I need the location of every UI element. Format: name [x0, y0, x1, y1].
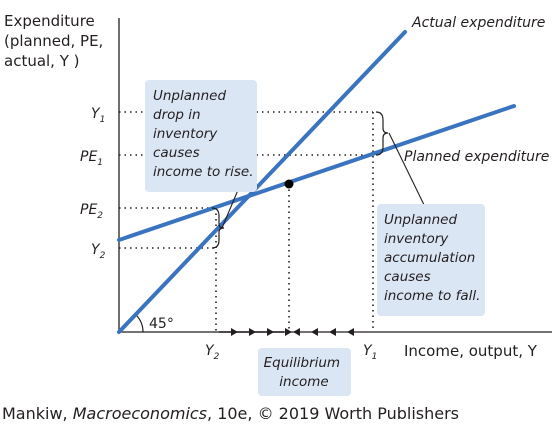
x-tick-y2: Y2 [205, 343, 220, 362]
callout-income-fall: Unplanned inventory accumulation causes … [377, 204, 485, 316]
x-axis-title: Income, output, Y [404, 342, 538, 360]
y-tick-labels: Y1 PE1 PE2 Y2 [80, 106, 106, 261]
svg-text:Unplanned inventory: Unplanned inventory accumulation causes … [384, 212, 480, 304]
planned-expenditure-label: Planned expenditure [404, 149, 549, 165]
y-axis-title: Expenditure (planned, PE, actual, Y ) [4, 12, 108, 70]
left-gap-brace [211, 207, 225, 249]
actual-expenditure-label: Actual expenditure [411, 15, 545, 31]
y-tick-pe2: PE2 [80, 202, 103, 221]
y-tick-pe1: PE1 [80, 149, 103, 168]
equilibrium-point [284, 179, 294, 189]
right-gap-brace [375, 111, 389, 156]
equilibrium-income-box: Equilibrium income [258, 348, 351, 396]
keynesian-cross-diagram: Expenditure (planned, PE, actual, Y ) Y1… [4, 12, 552, 396]
angle-label: 45° [149, 316, 174, 332]
x-tick-y1: Y1 [363, 343, 377, 362]
actual-expenditure-line [117, 30, 407, 334]
svg-text:Unplanned drop in: Unplanned drop in inventory causes incom… [153, 88, 254, 180]
source-credit: Mankiw, Macroeconomics, 10e, © 2019 Wort… [2, 404, 459, 423]
planned-expenditure-line [117, 104, 516, 242]
callout-income-rise: Unplanned drop in inventory causes incom… [145, 80, 257, 192]
y-tick-y1: Y1 [91, 106, 105, 125]
y-tick-y2: Y2 [91, 242, 106, 261]
left-pointer-line [221, 189, 239, 229]
svg-text:Equilibrium income: Equilibrium income [264, 355, 345, 390]
right-pointer-line [388, 132, 429, 214]
angle-arc [135, 314, 144, 333]
adjustment-arrows [219, 328, 354, 336]
